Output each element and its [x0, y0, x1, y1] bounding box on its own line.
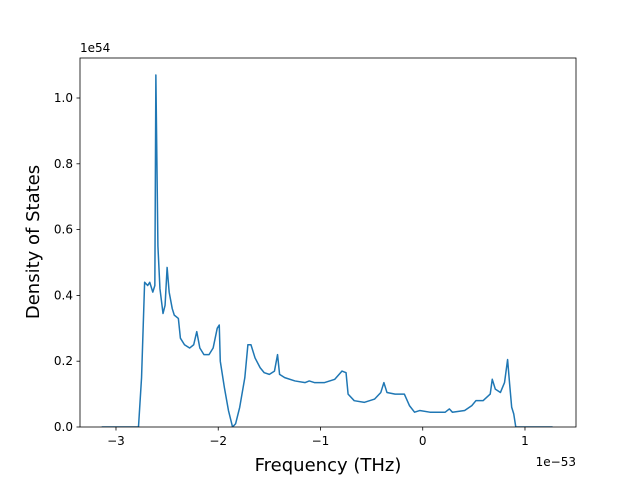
y-tick-label: 0.6 [54, 223, 73, 237]
x-axis-label: Frequency (THz) [255, 455, 402, 476]
x-tick-label: 0 [419, 434, 427, 448]
y-axis-label: Density of States [23, 165, 44, 319]
y-offset-text: 1e54 [80, 41, 110, 55]
y-tick-label: 0.8 [54, 157, 73, 171]
data-line [101, 74, 553, 427]
x-offset-text: 1e−53 [536, 455, 576, 469]
y-tick-label: 0.0 [54, 420, 73, 434]
y-tick-label: 1.0 [54, 91, 73, 105]
y-tick-label: 0.4 [54, 288, 73, 302]
x-tick-label: −2 [209, 434, 227, 448]
y-tick-label: 0.2 [54, 354, 73, 368]
plot-frame [79, 57, 577, 428]
x-tick-label: 1 [521, 434, 529, 448]
x-tick-label: −1 [312, 434, 330, 448]
x-tick-label: −3 [107, 434, 125, 448]
